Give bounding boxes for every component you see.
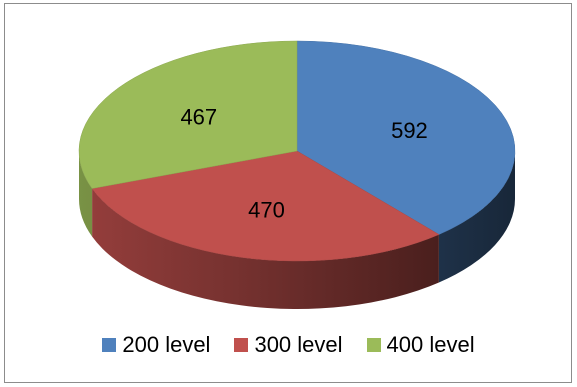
data-label-400-level: 467 bbox=[180, 104, 217, 129]
legend-item: 200 level bbox=[102, 332, 210, 358]
pie-side-400-level bbox=[79, 151, 93, 237]
pie-slice-200-level bbox=[296, 40, 516, 235]
pie-tops bbox=[78, 40, 516, 262]
pie-slice-300-level bbox=[91, 150, 440, 262]
legend-item: 300 level bbox=[234, 332, 343, 358]
legend-swatch-400-level bbox=[366, 338, 381, 352]
legend-item: 400 level bbox=[366, 332, 475, 358]
legend-label: 400 level bbox=[386, 332, 475, 357]
pie-side-300-level bbox=[92, 188, 439, 309]
legend-swatch-300-level bbox=[234, 338, 249, 352]
pie-side-200-level bbox=[438, 151, 515, 283]
legend-label: 300 level bbox=[254, 332, 343, 357]
data-label-200-level: 592 bbox=[391, 118, 428, 143]
legend-swatch-200-level bbox=[102, 338, 117, 352]
legend-label: 200 level bbox=[122, 332, 211, 357]
data-label-300-level: 470 bbox=[248, 198, 285, 223]
pie-sides bbox=[79, 151, 515, 309]
legend: 200 level 300 level 400 level bbox=[0, 332, 577, 358]
pie-labels: 592 470 467 bbox=[180, 104, 427, 222]
pie-slice-400-level bbox=[78, 40, 298, 189]
